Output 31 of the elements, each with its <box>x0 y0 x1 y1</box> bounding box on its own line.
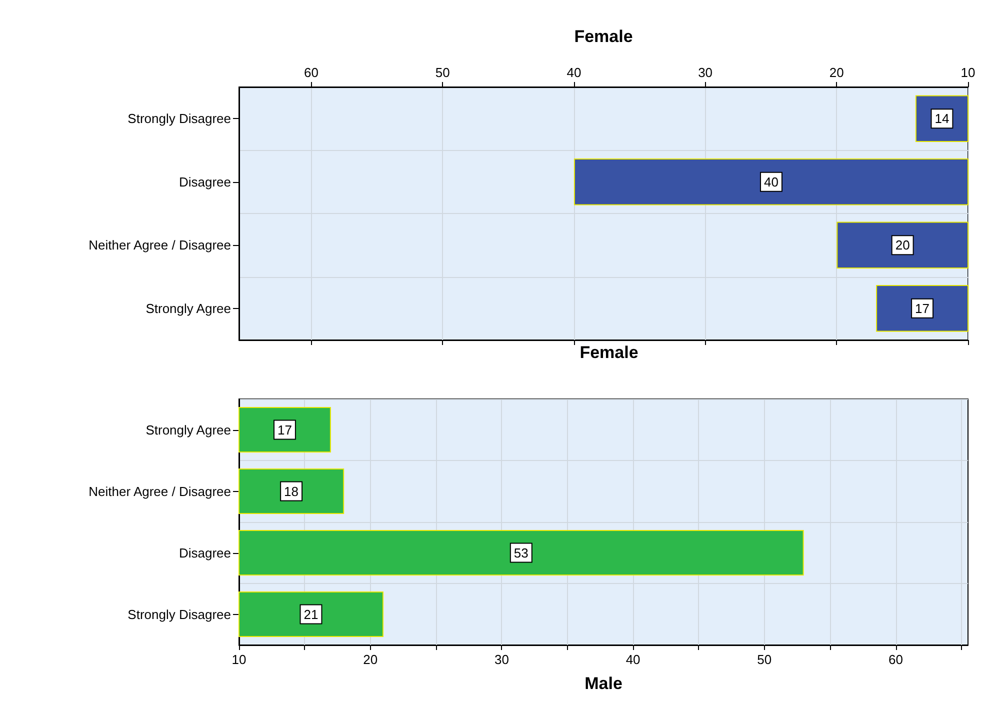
data-label: 20 <box>895 238 910 253</box>
x-tick-label: 60 <box>304 65 318 80</box>
y-tick-label: Disagree <box>178 174 231 190</box>
x-tick-label: 10 <box>960 65 976 80</box>
x-tick-label: 40 <box>626 652 640 667</box>
x-tick-label: 20 <box>829 65 844 80</box>
x-tick-label: 40 <box>566 65 582 80</box>
y-tick-label: Strongly Disagree <box>128 111 231 126</box>
data-label: 21 <box>304 606 318 622</box>
x-tick-label: 30 <box>698 65 713 80</box>
data-label: 17 <box>277 422 292 438</box>
y-tick-label: Neither Agree / Disagree <box>88 238 231 253</box>
data-label: 17 <box>915 300 930 316</box>
x-axis-title: Male <box>584 674 622 693</box>
y-tick-label: Strongly Disagree <box>128 606 231 622</box>
x-tick-label: 30 <box>494 652 509 667</box>
y-tick-label: Strongly Agree <box>146 300 231 316</box>
x-tick-label: 50 <box>757 652 772 667</box>
data-label: 18 <box>284 484 299 499</box>
y-tick-label: Strongly Agree <box>146 422 231 438</box>
data-label: 14 <box>934 111 950 126</box>
text: Female <box>580 343 638 362</box>
x-axis-title: Female <box>574 27 633 46</box>
y-tick-label: Neither Agree / Disagree <box>88 484 231 499</box>
x-tick-label: 10 <box>232 652 246 667</box>
y-tick-label: Disagree <box>178 545 231 560</box>
data-label: 40 <box>764 174 778 190</box>
x-tick-label: 20 <box>363 652 378 667</box>
data-label: 53 <box>514 545 528 560</box>
x-tick-label: 50 <box>435 65 450 80</box>
x-tick-label: 60 <box>888 652 903 667</box>
